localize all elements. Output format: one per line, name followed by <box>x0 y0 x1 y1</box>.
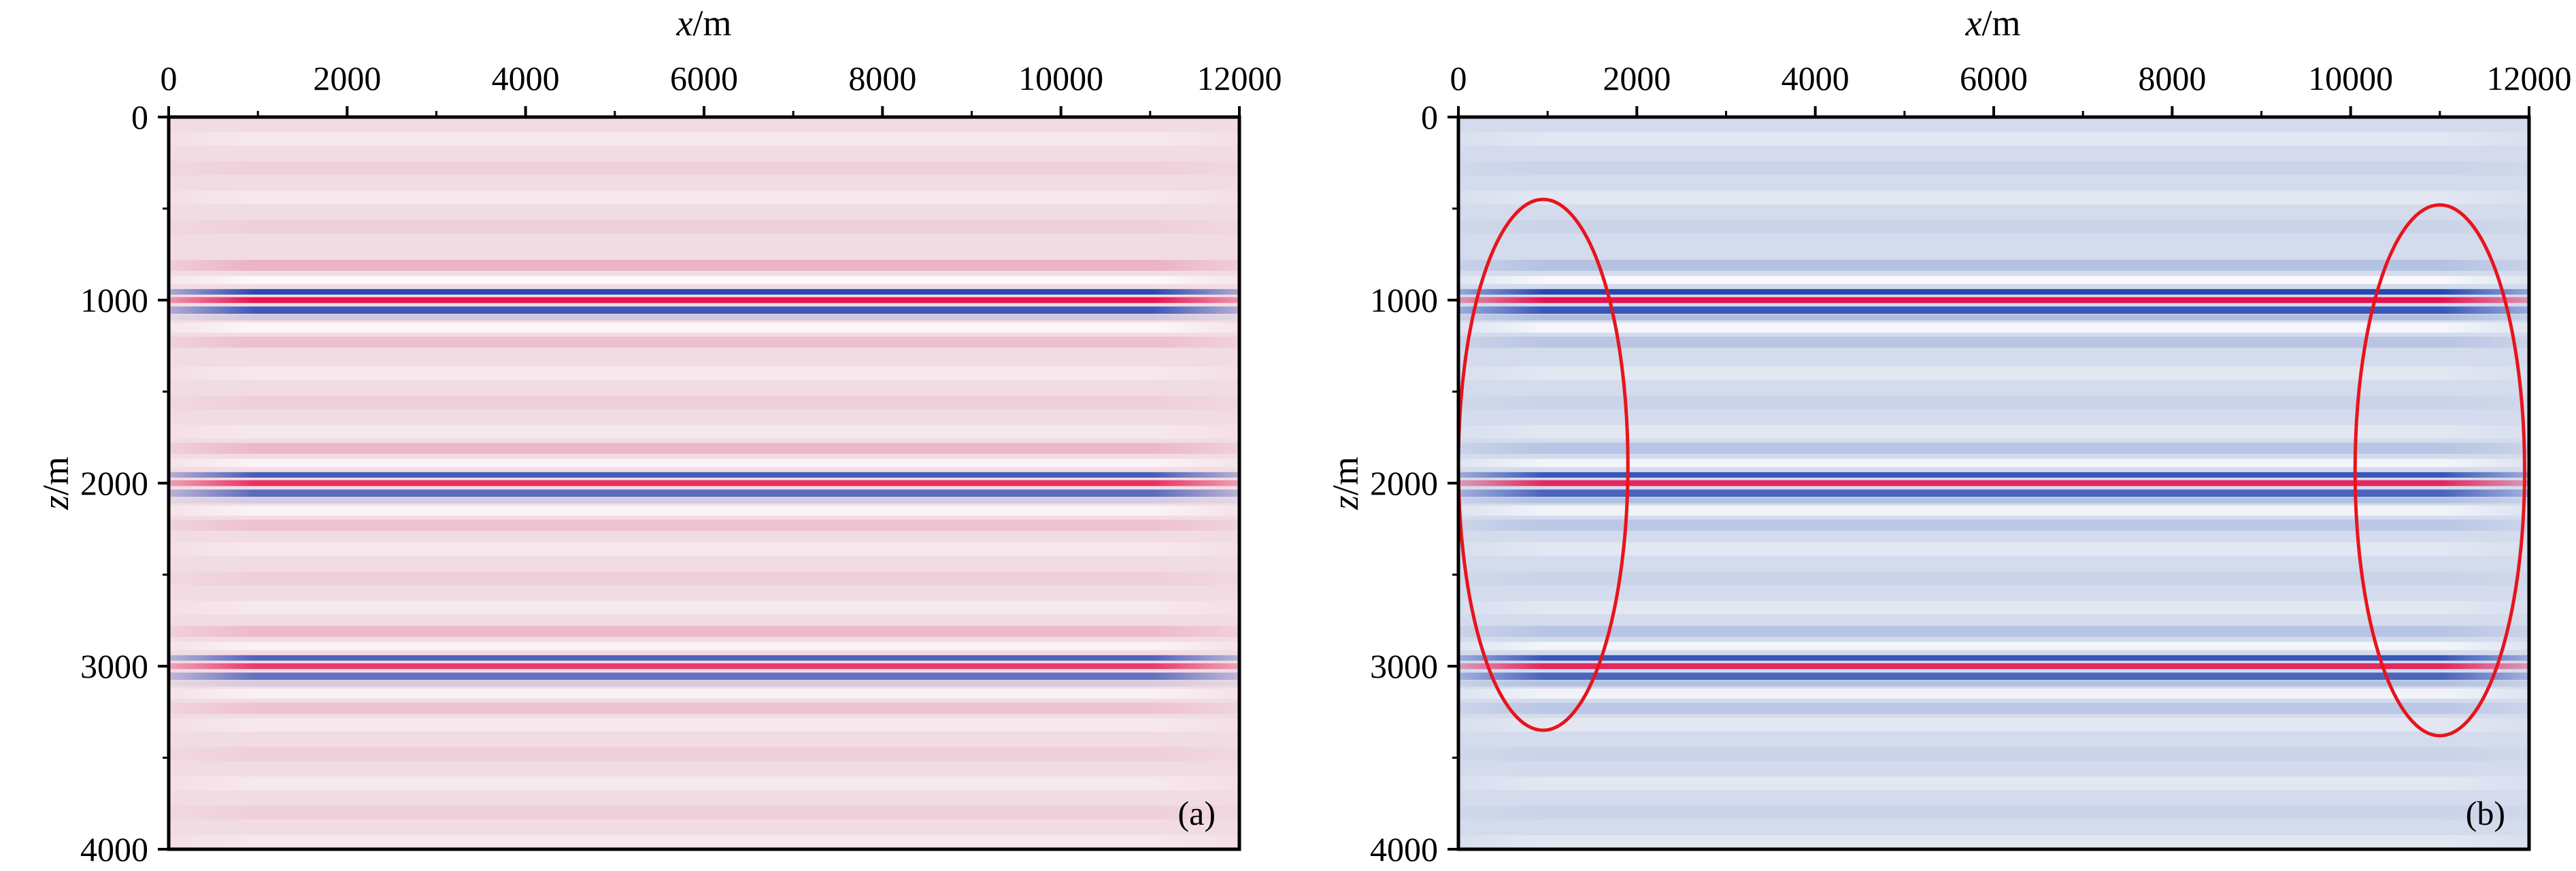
x-tick-label: 10000 <box>1018 59 1103 97</box>
panel-b-x-axis-title: x/m <box>1965 3 2021 44</box>
panel-b-highlight-ellipse-2 <box>2353 203 2526 738</box>
panel-a-ripple <box>169 600 1239 614</box>
panel-b-ripple <box>1458 571 2529 585</box>
panel-a-image <box>169 117 1239 849</box>
panel-b-ripple <box>1458 425 2529 439</box>
panel-a-reflector-2 <box>169 442 1239 531</box>
panel-a-ripple <box>169 220 1239 234</box>
panel-a-ripple <box>169 161 1239 176</box>
x-tick-label: 8000 <box>2138 59 2206 97</box>
x-tick-label: 12000 <box>2487 59 2572 97</box>
panel-a-reflector-3 <box>169 625 1239 714</box>
x-tick-label: 2000 <box>313 59 381 97</box>
x-tick-label: 12000 <box>1197 59 1282 97</box>
x-tick-label: 10000 <box>2308 59 2393 97</box>
y-tick-label: 0 <box>1421 98 1438 136</box>
panel-b-ripple <box>1458 718 2529 732</box>
panel-a-x-ticks: 0 2000 4000 6000 8000 10000 12000 <box>161 59 1282 117</box>
x-tick-label: 0 <box>161 59 178 97</box>
panel-b-ripple <box>1458 132 2529 146</box>
panel-a-ripple <box>169 366 1239 380</box>
y-tick-label: 1000 <box>80 281 148 319</box>
panel-b-ripple <box>1458 806 2529 820</box>
panel-a-ripple <box>169 718 1239 732</box>
panel-a-ripple <box>169 395 1239 410</box>
panel-b-reflector-2 <box>1458 442 2529 531</box>
panel-b-x-ticks: 0 2000 4000 6000 8000 10000 12000 <box>1450 59 2572 117</box>
panel-b: 0 2000 4000 6000 8000 10000 12000 0 1000 2000 300… <box>1325 3 2572 868</box>
panel-b-ripple <box>1458 776 2529 791</box>
panel-a-ripple <box>169 747 1239 761</box>
panel-b-reflector-1 <box>1458 259 2529 348</box>
panel-a-label: (a) <box>1178 794 1216 832</box>
y-tick-label: 2000 <box>1370 464 1438 502</box>
x-tick-label: 8000 <box>848 59 916 97</box>
panel-a-ripple <box>169 425 1239 439</box>
y-tick-label: 0 <box>131 98 148 136</box>
panel-b-ripple <box>1458 191 2529 205</box>
panel-b-ripple <box>1458 366 2529 380</box>
panel-b-label: (b) <box>2466 794 2505 832</box>
panel-a-ripple <box>169 191 1239 205</box>
panel-a-ripple <box>169 835 1239 849</box>
panel-a-y-axis-title: z/m <box>35 457 76 510</box>
panel-a-ripple <box>169 571 1239 585</box>
x-tick-label: 6000 <box>1960 59 2028 97</box>
panel-b-ripple <box>1458 747 2529 761</box>
panel-a-ripple <box>169 132 1239 146</box>
panel-a: 0 2000 4000 6000 8000 10000 12000 0 1000 2000 300… <box>35 3 1282 868</box>
panel-b-ripple <box>1458 395 2529 410</box>
panel-b-y-axis-title: z/m <box>1325 457 1366 510</box>
panel-b-ripple <box>1458 161 2529 176</box>
panel-a-reflector-1 <box>169 259 1239 348</box>
y-tick-label: 4000 <box>1370 830 1438 868</box>
x-tick-label: 4000 <box>492 59 560 97</box>
y-tick-label: 1000 <box>1370 281 1438 319</box>
panel-a-ripple <box>169 806 1239 820</box>
panel-b-reflector-3 <box>1458 625 2529 714</box>
panel-b-y-ticks: 0 1000 2000 3000 4000 <box>1370 98 1458 868</box>
panel-b-ripple <box>1458 542 2529 556</box>
y-tick-label: 4000 <box>80 830 148 868</box>
panel-a-ripple <box>169 776 1239 791</box>
panel-a-x-axis-title: x/m <box>676 3 732 44</box>
panel-b-ripple <box>1458 220 2529 234</box>
y-tick-label: 3000 <box>1370 647 1438 685</box>
y-tick-label: 2000 <box>80 464 148 502</box>
x-tick-label: 0 <box>1450 59 1467 97</box>
x-tick-label: 2000 <box>1603 59 1671 97</box>
panel-b-ripple <box>1458 600 2529 614</box>
panel-b-image <box>1458 117 2529 849</box>
panel-a-y-ticks: 0 1000 2000 3000 4000 <box>80 98 169 868</box>
x-tick-label: 4000 <box>1782 59 1850 97</box>
panel-a-ripple <box>169 542 1239 556</box>
x-tick-label: 6000 <box>670 59 738 97</box>
panel-b-ripple <box>1458 835 2529 849</box>
y-tick-label: 3000 <box>80 647 148 685</box>
